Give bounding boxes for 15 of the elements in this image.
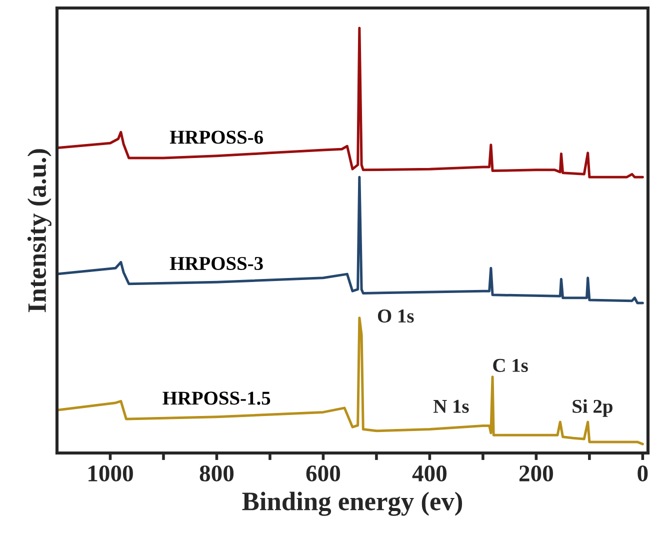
x-tick-label: 800: [200, 465, 234, 482]
series-label: HRPOSS-1.5: [162, 392, 270, 405]
x-tick-label: 1000: [88, 465, 133, 482]
y-axis-title: Intensity (a.u.): [27, 149, 52, 312]
x-tick-label: 0: [638, 465, 648, 482]
annotation: C 1s: [493, 358, 528, 372]
x-tick-label: 200: [519, 465, 553, 482]
series-label: HRPOSS-3: [170, 256, 263, 270]
series-label: HRPOSS-6: [170, 130, 263, 144]
annotation: N 1s: [433, 400, 469, 413]
x-axis-title: Binding energy (ev): [242, 492, 462, 516]
annotation: Si 2p: [572, 399, 612, 417]
x-tick-label: 600: [306, 465, 340, 482]
x-tick-label: 400: [412, 465, 447, 482]
annotation: O 1s: [378, 310, 414, 323]
